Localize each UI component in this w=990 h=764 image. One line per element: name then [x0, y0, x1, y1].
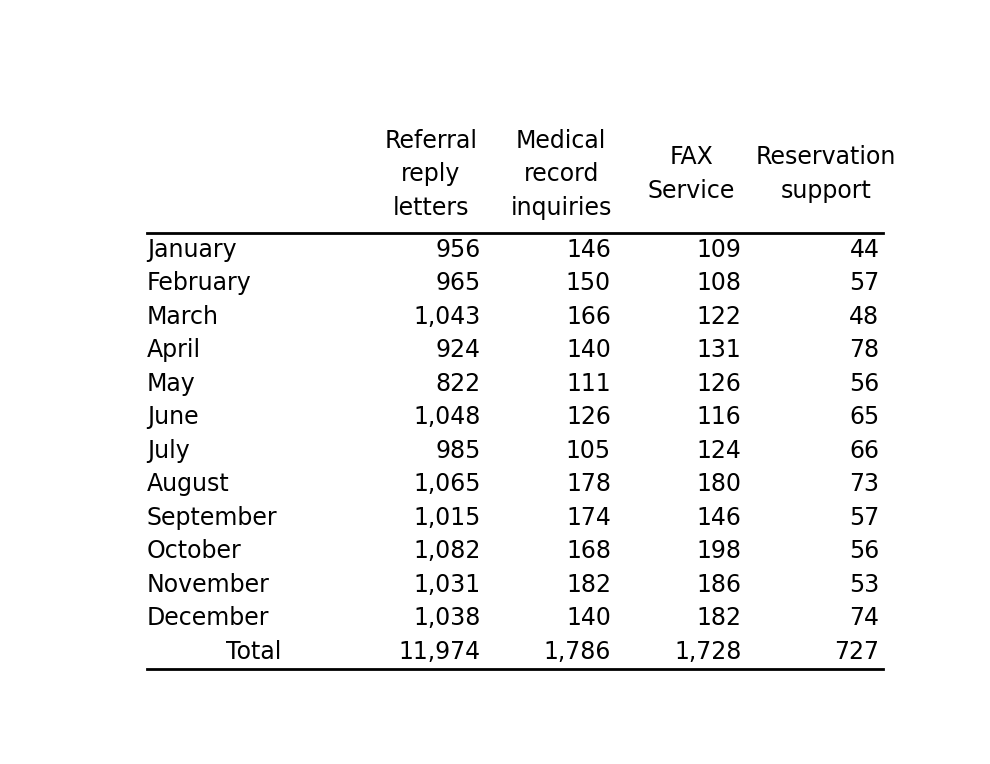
- Text: 74: 74: [849, 607, 879, 630]
- Text: February: February: [147, 271, 251, 295]
- Text: September: September: [147, 506, 277, 530]
- Text: May: May: [147, 372, 195, 396]
- Text: 174: 174: [566, 506, 611, 530]
- Text: 111: 111: [566, 372, 611, 396]
- Text: 109: 109: [697, 238, 742, 261]
- Text: 44: 44: [849, 238, 879, 261]
- Text: 1,031: 1,031: [414, 573, 480, 597]
- Text: 11,974: 11,974: [398, 640, 480, 664]
- Text: 105: 105: [566, 439, 611, 463]
- Text: FAX
Service: FAX Service: [647, 145, 736, 202]
- Text: 1,728: 1,728: [674, 640, 742, 664]
- Text: 140: 140: [566, 607, 611, 630]
- Text: 924: 924: [436, 338, 480, 362]
- Text: Medical
record
inquiries: Medical record inquiries: [511, 128, 612, 219]
- Text: June: June: [147, 405, 198, 429]
- Text: 56: 56: [849, 372, 879, 396]
- Text: 126: 126: [697, 372, 742, 396]
- Text: 56: 56: [849, 539, 879, 563]
- Text: 140: 140: [566, 338, 611, 362]
- Text: 65: 65: [849, 405, 879, 429]
- Text: 180: 180: [696, 472, 742, 497]
- Text: October: October: [147, 539, 242, 563]
- Text: 73: 73: [849, 472, 879, 497]
- Text: 53: 53: [849, 573, 879, 597]
- Text: 66: 66: [849, 439, 879, 463]
- Text: 166: 166: [566, 305, 611, 329]
- Text: 1,082: 1,082: [413, 539, 480, 563]
- Text: 186: 186: [696, 573, 742, 597]
- Text: 48: 48: [849, 305, 879, 329]
- Text: 126: 126: [566, 405, 611, 429]
- Text: 57: 57: [849, 271, 879, 295]
- Text: August: August: [147, 472, 230, 497]
- Text: 1,038: 1,038: [413, 607, 480, 630]
- Text: 116: 116: [697, 405, 742, 429]
- Text: 182: 182: [696, 607, 742, 630]
- Text: 146: 146: [566, 238, 611, 261]
- Text: Referral
reply
letters: Referral reply letters: [384, 128, 477, 219]
- Text: 108: 108: [696, 271, 742, 295]
- Text: 168: 168: [566, 539, 611, 563]
- Text: 146: 146: [697, 506, 742, 530]
- Text: 956: 956: [436, 238, 480, 261]
- Text: 122: 122: [697, 305, 742, 329]
- Text: 965: 965: [436, 271, 480, 295]
- Text: 1,043: 1,043: [413, 305, 480, 329]
- Text: November: November: [147, 573, 269, 597]
- Text: 1,065: 1,065: [413, 472, 480, 497]
- Text: July: July: [147, 439, 189, 463]
- Text: April: April: [147, 338, 201, 362]
- Text: 78: 78: [849, 338, 879, 362]
- Text: 57: 57: [849, 506, 879, 530]
- Text: January: January: [147, 238, 237, 261]
- Text: Total: Total: [227, 640, 282, 664]
- Text: Reservation
support: Reservation support: [755, 145, 896, 202]
- Text: 727: 727: [835, 640, 879, 664]
- Text: 150: 150: [566, 271, 611, 295]
- Text: 182: 182: [566, 573, 611, 597]
- Text: 822: 822: [436, 372, 480, 396]
- Text: December: December: [147, 607, 269, 630]
- Text: 131: 131: [697, 338, 742, 362]
- Text: March: March: [147, 305, 219, 329]
- Text: 1,015: 1,015: [413, 506, 480, 530]
- Text: 124: 124: [697, 439, 742, 463]
- Text: 985: 985: [436, 439, 480, 463]
- Text: 178: 178: [566, 472, 611, 497]
- Text: 1,048: 1,048: [413, 405, 480, 429]
- Text: 198: 198: [696, 539, 742, 563]
- Text: 1,786: 1,786: [544, 640, 611, 664]
